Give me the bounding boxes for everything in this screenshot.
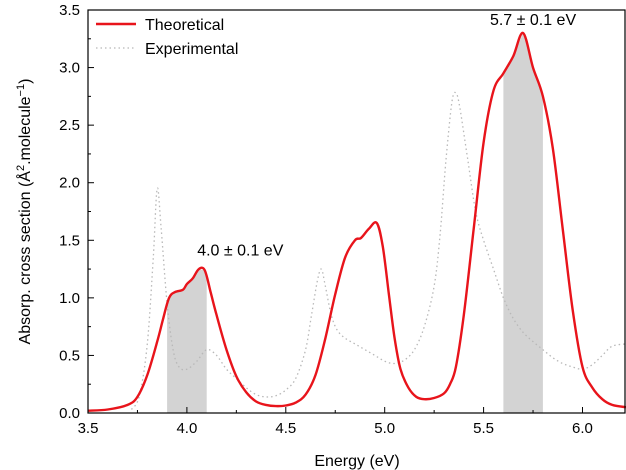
annotations: 4.0 ± 0.1 eV 5.7 ± 0.1 eV bbox=[197, 12, 576, 259]
y-axis-ticks: 0.0 0.5 1.0 1.5 2.0 2.5 3.0 3.5 bbox=[59, 2, 94, 422]
y-tick-label: 3.5 bbox=[59, 2, 80, 19]
x-axis-label: Energy (eV) bbox=[314, 453, 399, 470]
x-tick-label: 4.0 bbox=[176, 420, 197, 437]
y-tick-label: 1.0 bbox=[59, 290, 80, 307]
shaded-region-2 bbox=[503, 33, 543, 413]
y-tick-label: 2.0 bbox=[59, 175, 80, 192]
y-tick-label: 1.5 bbox=[59, 232, 80, 249]
legend-label-theoretical: Theoretical bbox=[145, 17, 224, 34]
x-axis-ticks: 3.5 4.0 4.5 5.0 5.5 6.0 bbox=[78, 407, 593, 437]
series-line-experimental bbox=[130, 91, 626, 410]
y-tick-label: 0.0 bbox=[59, 405, 80, 422]
y-tick-label: 3.0 bbox=[59, 60, 80, 77]
legend-label-experimental: Experimental bbox=[145, 41, 238, 58]
series-line-theoretical bbox=[87, 31, 626, 412]
x-tick-label: 6.0 bbox=[572, 420, 593, 437]
x-tick-label: 3.5 bbox=[78, 420, 99, 437]
x-tick-label: 5.5 bbox=[473, 420, 494, 437]
annotation-2: 5.7 ± 0.1 eV bbox=[490, 12, 577, 29]
series-layer bbox=[87, 31, 626, 412]
y-tick-label: 2.5 bbox=[59, 117, 80, 134]
y-axis-label: Absorp. cross section (Å2.molecule−1) bbox=[15, 79, 34, 345]
x-tick-label: 5.0 bbox=[374, 420, 395, 437]
annotation-1: 4.0 ± 0.1 eV bbox=[197, 242, 284, 259]
shaded-region-1 bbox=[167, 269, 207, 413]
legend: Theoretical Experimental bbox=[96, 17, 238, 58]
x-tick-label: 4.5 bbox=[275, 420, 296, 437]
y-tick-label: 0.5 bbox=[59, 347, 80, 364]
shaded-regions bbox=[167, 33, 543, 413]
